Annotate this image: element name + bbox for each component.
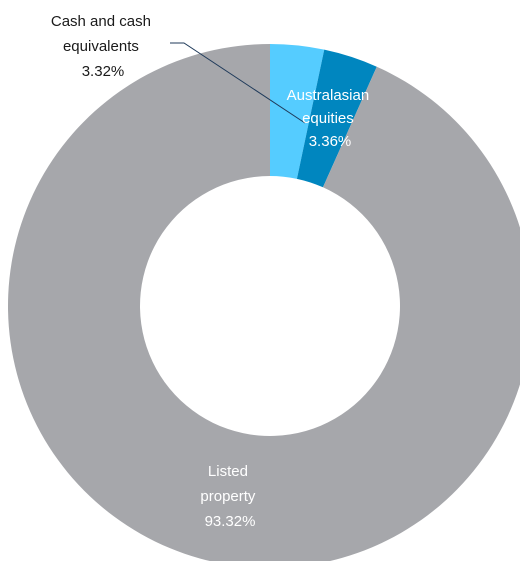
slice-label-equities-line2: equities bbox=[302, 110, 354, 127]
slice-label-cash: Cash and cash equivalents 3.32% bbox=[51, 13, 155, 80]
slice-value-property: 93.32% bbox=[205, 513, 256, 530]
donut-slices bbox=[8, 44, 520, 561]
slice-label-property-line2: property bbox=[200, 488, 256, 505]
slice-cash bbox=[270, 44, 325, 179]
leader-line-cash bbox=[170, 42, 306, 124]
slice-label-equities-line1: Australasian bbox=[287, 87, 370, 104]
slice-property bbox=[8, 44, 520, 561]
slice-value-cash: 3.32% bbox=[82, 63, 125, 80]
slice-label-cash-line2: equivalents bbox=[63, 38, 139, 55]
slice-equities bbox=[296, 49, 377, 188]
slice-label-property-line1: Listed bbox=[208, 463, 248, 480]
slice-value-equities: 3.36% bbox=[309, 133, 352, 150]
slice-label-cash-line1: Cash and cash bbox=[51, 13, 151, 30]
slice-label-equities: Australasian equities 3.36% bbox=[287, 87, 374, 150]
slice-label-property: Listed property 93.32% bbox=[200, 463, 259, 530]
